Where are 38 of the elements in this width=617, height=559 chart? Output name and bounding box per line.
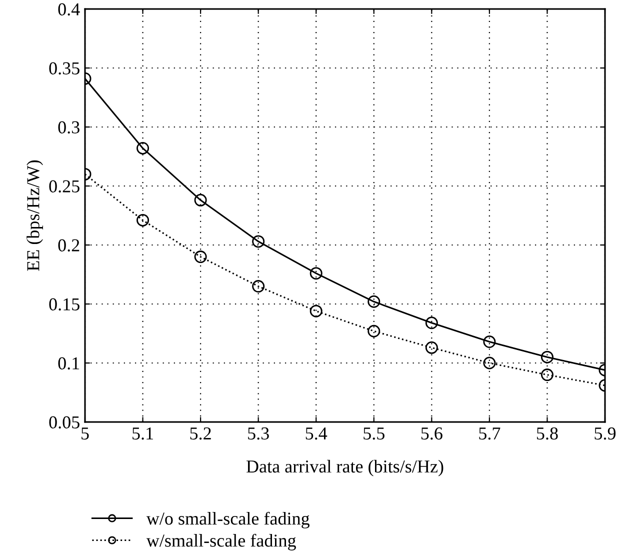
y-tick-label: 0.35 xyxy=(49,62,80,75)
point xyxy=(252,235,265,248)
legend-label: w/o small-scale fading xyxy=(146,512,310,528)
x-tick-label: 5.9 xyxy=(594,427,616,440)
y-tick-label: 0.2 xyxy=(58,239,80,252)
x-axis-title: Data arrival rate (bits/s/Hz) xyxy=(246,460,444,476)
point xyxy=(540,350,554,364)
x-tick-label: 5.3 xyxy=(248,427,269,440)
point xyxy=(483,336,496,348)
y-tick-label: 0.3 xyxy=(58,121,80,134)
legend-label: w/small-scale fading xyxy=(146,534,296,550)
x-tick-label: 5.4 xyxy=(306,428,328,440)
point xyxy=(540,368,554,382)
y-tick-label: 0.15 xyxy=(49,298,80,311)
y-tick-label: 0.4 xyxy=(58,3,80,16)
point xyxy=(368,324,380,338)
y-axis-title: EE (bps/Hz/W) xyxy=(26,160,43,271)
x-tick-label: 5.2 xyxy=(190,427,211,440)
x-tick-label: 5.8 xyxy=(536,427,558,440)
point xyxy=(425,316,438,330)
x-tick-label: 5.5 xyxy=(364,428,384,440)
point xyxy=(368,295,380,308)
point xyxy=(483,356,496,370)
point xyxy=(425,341,438,354)
y-tick-label: 0.05 xyxy=(49,416,80,429)
point xyxy=(136,142,150,154)
x-tick-label: 5.6 xyxy=(421,427,442,440)
x-tick-label: 5.1 xyxy=(132,427,153,440)
y-tick-label: 0.1 xyxy=(58,357,80,370)
point xyxy=(310,304,322,318)
x-tick-label: 5 xyxy=(82,428,89,440)
point xyxy=(136,214,150,226)
point xyxy=(194,194,207,206)
y-tick-label: 0.25 xyxy=(49,180,80,193)
x-tick-label: 5.7 xyxy=(479,428,500,440)
point xyxy=(252,280,265,293)
point xyxy=(310,267,322,280)
point xyxy=(194,250,207,264)
